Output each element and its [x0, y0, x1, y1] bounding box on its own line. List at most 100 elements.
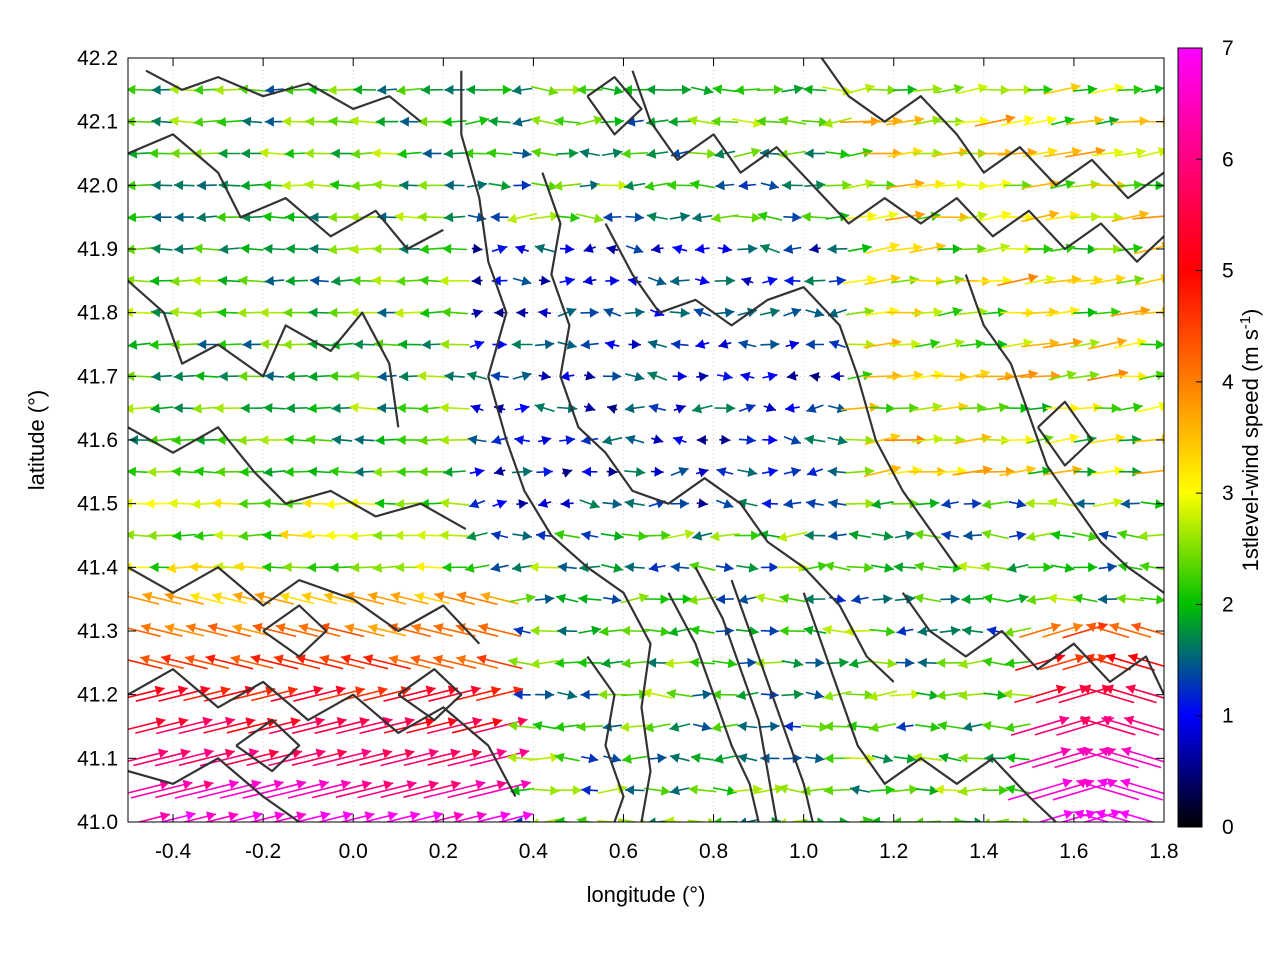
wind-vector [600, 530, 624, 541]
wind-vector [738, 403, 756, 413]
wind-vector [741, 276, 754, 287]
wind-vector [128, 748, 169, 762]
wind-vector [399, 371, 421, 382]
wind-vector [555, 816, 576, 822]
wind-vector [759, 148, 780, 159]
wind-vector [304, 148, 335, 159]
wind-vector [604, 340, 620, 350]
wind-vector [1005, 753, 1030, 763]
wind-vector [1050, 530, 1075, 541]
wind-vector [605, 275, 620, 286]
wind-vector [195, 435, 219, 446]
x-axis-label: longitude (°) [587, 882, 706, 907]
wind-vector [1109, 622, 1152, 638]
wind-vector [327, 244, 357, 255]
wind-vector [624, 785, 645, 796]
wind-vector [980, 561, 1010, 572]
wind-vector [261, 498, 288, 509]
wind-vector [668, 84, 692, 95]
wind-vector [871, 499, 894, 509]
wind-vector [456, 654, 499, 669]
wind-vector [887, 147, 923, 158]
wind-vector [984, 818, 1010, 822]
colorbar-label-sup: -1 [1237, 316, 1254, 329]
wind-vector [238, 498, 266, 509]
contour-line [820, 58, 1164, 200]
wind-vector [804, 180, 826, 191]
contour-line [128, 133, 444, 251]
wind-vector [418, 403, 446, 414]
y-tick-label: 41.1 [77, 747, 118, 770]
wind-vector [760, 180, 779, 191]
wind-vector [191, 275, 223, 286]
wind-vector [375, 116, 399, 127]
wind-vector [756, 116, 784, 127]
wind-vector [1070, 338, 1100, 349]
wind-vector [328, 116, 356, 127]
wind-vector [557, 562, 577, 573]
y-tick-label: 41.5 [77, 493, 118, 516]
colorbar-tick-label: 3 [1222, 482, 1234, 505]
wind-vector [512, 148, 532, 159]
wind-vector [555, 593, 579, 604]
wind-vector [827, 435, 848, 446]
wind-vector [734, 530, 761, 541]
wind-vector [1116, 593, 1145, 604]
wind-vector [336, 748, 393, 767]
wind-vector [578, 625, 602, 636]
wind-vector [338, 811, 375, 822]
colorbar [1177, 47, 1203, 828]
wind-vector [982, 657, 1008, 667]
wind-vector [240, 180, 264, 191]
wind-vector [441, 307, 468, 318]
wind-vector [419, 308, 445, 318]
wind-vector [530, 115, 559, 126]
wind-vector [672, 435, 687, 446]
wind-vector [696, 498, 708, 509]
wind-vector [978, 179, 1012, 190]
wind-vector [643, 785, 671, 796]
wind-vectors [128, 82, 1164, 822]
wind-vector [761, 498, 778, 509]
wind-vector [582, 466, 598, 477]
wind-vector [870, 785, 895, 795]
wind-vector [447, 748, 507, 767]
wind-vector [845, 498, 875, 509]
wind-vector [1119, 809, 1156, 822]
wind-vector [433, 623, 476, 637]
wind-vector [1027, 562, 1053, 573]
wind-vector [349, 307, 380, 318]
wind-vector [282, 562, 312, 573]
wind-vector [1117, 84, 1143, 95]
wind-vector [1094, 307, 1121, 318]
wind-vector [306, 562, 333, 573]
wind-vector [211, 592, 247, 605]
wind-vector [824, 561, 851, 572]
wind-vector [1095, 809, 1133, 822]
wind-vector [377, 84, 397, 95]
wind-vector [761, 467, 778, 477]
wind-vector [1091, 83, 1125, 94]
wind-vector [975, 148, 1015, 159]
wind-vector [909, 276, 946, 287]
wind-vector [559, 276, 575, 286]
wind-vector [688, 148, 717, 159]
wind-vector [1006, 593, 1029, 604]
wind-vector [128, 148, 151, 159]
wind-vector [584, 370, 596, 381]
wind-vector [1025, 531, 1055, 542]
wind-vector [733, 147, 762, 158]
wind-vector [624, 371, 645, 382]
wind-vector [128, 339, 151, 350]
wind-vector [417, 180, 447, 191]
wind-vector [669, 753, 690, 763]
contour-line [586, 655, 625, 822]
wind-vector [174, 779, 239, 799]
wind-vector [845, 689, 874, 700]
wind-vector [262, 211, 287, 222]
wind-vector [692, 212, 713, 223]
wind-vector [512, 276, 532, 286]
wind-vector [422, 148, 442, 159]
wind-vector [786, 370, 799, 381]
wind-vector [254, 591, 295, 605]
